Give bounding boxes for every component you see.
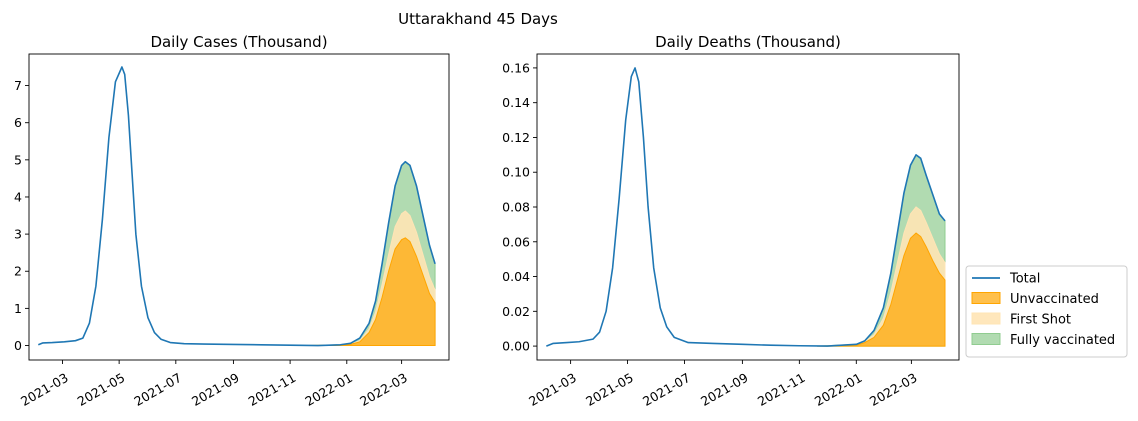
x-tick-label: 2021-05: [75, 370, 128, 409]
x-tick-label: 2021-11: [755, 370, 808, 409]
plot-frame: [28, 53, 450, 361]
y-tick-label: 0.12: [502, 130, 530, 145]
x-tick-label: 2021-09: [189, 370, 242, 409]
area-unvaccinated: [817, 232, 946, 347]
line-total: [37, 66, 436, 347]
x-tick-label: 2022-03: [867, 370, 920, 409]
legend-label-first-shot: First Shot: [1010, 313, 1071, 328]
y-tick-label: 6: [14, 115, 22, 130]
x-tick-label: 2021-11: [246, 370, 299, 409]
y-tick-label: 0.16: [502, 60, 530, 75]
x-tick-label: 2022-01: [302, 370, 355, 409]
x-tick-label: 2021-03: [526, 370, 579, 409]
y-tick-label: 0.04: [502, 269, 530, 284]
y-tick-label: 0.14: [502, 95, 530, 110]
y-tick-label: 0.08: [502, 200, 530, 215]
legend-label-fully-vaccinated: Fully vaccinated: [1010, 333, 1115, 348]
x-tick-label: 2021-07: [131, 370, 184, 409]
legend-frame: [965, 265, 1128, 358]
legend-label-total: Total: [1009, 272, 1040, 287]
y-tick-label: 2: [14, 264, 22, 279]
y-tick-label: 4: [14, 189, 22, 204]
y-tick-label: 5: [14, 152, 22, 167]
y-tick-label: 0.00: [502, 339, 530, 354]
legend-swatch-fully-vaccinated: [971, 333, 1001, 345]
x-tick-label: 2021-03: [18, 370, 71, 409]
area-unvaccinated: [307, 237, 436, 347]
x-tick-label: 2021-07: [640, 370, 693, 409]
chart-title: Daily Cases (Thousand): [150, 33, 327, 51]
y-tick-label: 0.02: [502, 304, 530, 319]
y-tick-label: 7: [14, 78, 22, 93]
x-tick-label: 2021-05: [583, 370, 636, 409]
figure-title: Uttarakhand 45 Days: [398, 10, 558, 28]
y-tick-label: 1: [14, 301, 22, 316]
legend: Total Unvaccinated First Shot Fully vaccina…: [965, 265, 1128, 358]
y-tick-label: 0: [14, 338, 22, 353]
x-tick-label: 2021-09: [698, 370, 751, 409]
y-tick-label: 3: [14, 227, 22, 242]
line-total: [546, 67, 946, 347]
y-tick-label: 0.06: [502, 234, 530, 249]
y-tick-label: 0.10: [502, 165, 530, 180]
chart-title: Daily Deaths (Thousand): [655, 33, 841, 51]
legend-swatch-first-shot: [971, 312, 1001, 325]
x-tick-label: 2022-03: [357, 370, 410, 409]
x-tick-label: 2022-01: [812, 370, 865, 409]
legend-swatch-unvaccinated: [971, 292, 1001, 304]
legend-label-unvaccinated: Unvaccinated: [1010, 292, 1099, 307]
chart-daily-deaths-thousand: Daily Deaths (Thousand) 0.00 0.02 0.04 0.06 0…: [502, 33, 960, 409]
